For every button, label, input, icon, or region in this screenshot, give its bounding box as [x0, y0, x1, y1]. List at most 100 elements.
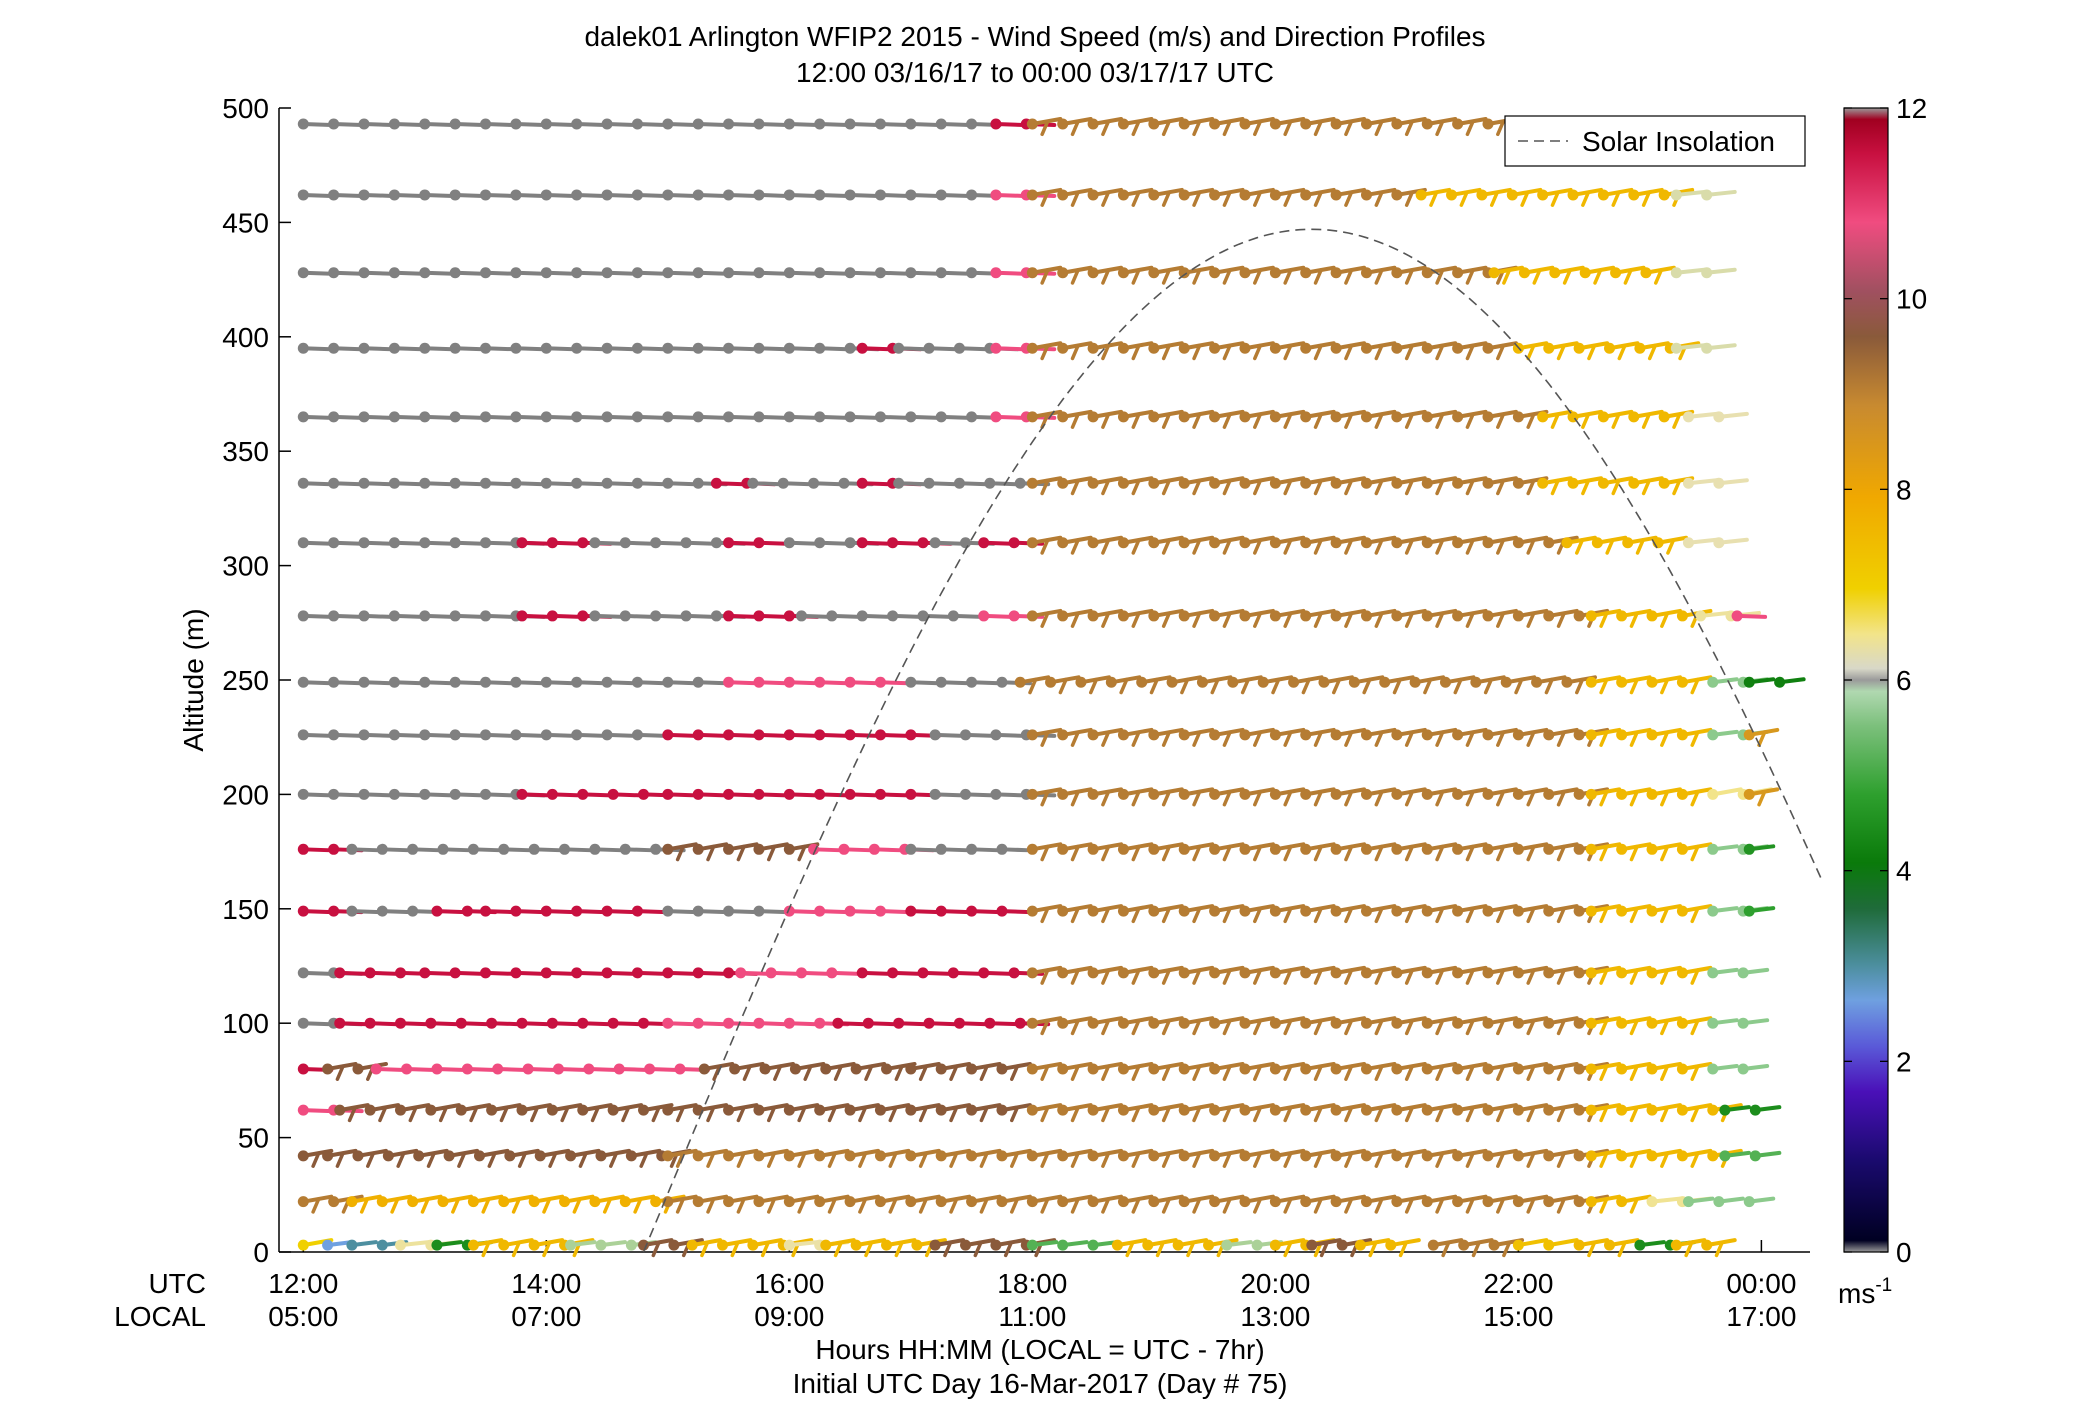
wind-barb-point [753, 118, 765, 130]
wind-barb-point [1087, 411, 1099, 423]
wind-barb-point [1512, 788, 1524, 800]
wind-barb-flag [1660, 906, 1670, 924]
wind-barb-point [935, 1150, 947, 1162]
x-tick-label-utc: 22:00 [1483, 1268, 1553, 1299]
wind-barb-point [1269, 1017, 1281, 1029]
wind-barb-point [1178, 537, 1190, 549]
wind-barb-flag [1660, 968, 1670, 985]
wind-barb-point [1737, 1063, 1749, 1075]
wind-barb-point [935, 118, 947, 130]
wind-barb-point [407, 905, 419, 917]
wind-barb-flag [1526, 730, 1536, 747]
wind-barb-point [328, 477, 340, 489]
wind-barb-point [1360, 189, 1372, 201]
wind-barb-flag [1313, 844, 1323, 862]
x-tick-label-utc: 14:00 [511, 1268, 581, 1299]
wind-barb-flag [1550, 478, 1560, 496]
wind-barb-point [601, 342, 613, 354]
wind-barb-point [601, 676, 613, 688]
wind-barb-point [1701, 1239, 1713, 1251]
wind-barb-point [1026, 1063, 1038, 1075]
wind-barb-flag [1283, 478, 1293, 496]
wind-barb-point [1452, 1196, 1464, 1208]
wind-barb-flag [1690, 1064, 1700, 1081]
wind-barb-point [1300, 189, 1312, 201]
wind-barb-flag [1520, 190, 1530, 207]
colorbar-tick-label: 12 [1896, 93, 1927, 124]
wind-barb-point [1014, 477, 1026, 489]
wind-barb-flag [1617, 1240, 1627, 1258]
wind-barb-flag [1374, 119, 1384, 137]
wind-barb-point [990, 189, 1002, 201]
wind-barb-point [783, 788, 795, 800]
wind-barb-point [808, 477, 820, 489]
wind-barb-point [328, 537, 340, 549]
wind-barb-flag [1222, 906, 1232, 924]
wind-barb-point [783, 537, 795, 549]
wind-barb-flag [1404, 844, 1415, 862]
wind-barb-point [1391, 1017, 1403, 1029]
wind-barb-flag [1660, 1151, 1670, 1168]
wind-barb-point [917, 967, 929, 979]
wind-barb-point [297, 843, 309, 855]
wind-barb-point [856, 537, 868, 549]
wind-barb-point [577, 1017, 589, 1029]
wind-barb-point [753, 610, 765, 622]
wind-barb-point [583, 1063, 595, 1075]
wind-barb-point [1300, 905, 1312, 917]
wind-barb-flag [1070, 968, 1080, 985]
wind-barb-point [1148, 1196, 1160, 1208]
wind-barb-point [601, 118, 613, 130]
wind-barb-point [1616, 676, 1628, 688]
wind-barb-point [419, 118, 431, 130]
wind-barb-point [1239, 1017, 1251, 1029]
wind-barb-point [935, 189, 947, 201]
wind-barb-point [328, 676, 340, 688]
wind-barb-point [1427, 1239, 1439, 1251]
wind-barb-point [334, 1104, 346, 1116]
wind-barb-point [1640, 267, 1652, 279]
wind-barb-flag [1058, 677, 1068, 695]
wind-barb-flag [1599, 1064, 1609, 1081]
wind-barb-point [516, 537, 528, 549]
wind-barb-flag [1222, 968, 1232, 985]
wind-barb-flag [469, 1105, 479, 1123]
wind-barb-point [905, 905, 917, 917]
wind-barb-point [419, 267, 431, 279]
wind-barb-flag [1641, 412, 1651, 429]
wind-barb-point [856, 610, 868, 622]
wind-barb-point [1203, 1239, 1215, 1251]
wind-barb-flag [1556, 968, 1566, 985]
wind-barb-flag [1344, 1197, 1354, 1214]
legend: Solar Insolation [1504, 115, 1806, 167]
wind-barb-point [662, 905, 674, 917]
wind-barb-point [838, 843, 850, 855]
wind-barb-point [638, 1239, 650, 1251]
wind-barb-point [783, 1196, 795, 1208]
wind-barb-point [328, 267, 340, 279]
wind-barb-point [844, 118, 856, 130]
wind-barb-flag [1556, 789, 1566, 807]
wind-barb-point [662, 342, 674, 354]
wind-barb-flag [481, 1240, 491, 1258]
wind-barb-point [692, 676, 704, 688]
wind-barb-point [437, 1196, 449, 1208]
wind-barb-point [1209, 411, 1221, 423]
wind-barb-flag [1435, 844, 1445, 862]
wind-barb-flag [1404, 412, 1415, 429]
wind-barb-flag [1253, 1018, 1263, 1036]
wind-barb-flag [1556, 343, 1566, 361]
wind-barb-flag [1313, 119, 1323, 137]
wind-barb-point [1512, 1063, 1524, 1075]
wind-barb-flag [1283, 268, 1293, 285]
colorbar-tick-label: 6 [1896, 665, 1912, 696]
wind-barb-point [1682, 537, 1694, 549]
wind-barb-point [607, 1017, 619, 1029]
wind-barb-point [1452, 1063, 1464, 1075]
wind-barb-flag [1192, 343, 1202, 361]
wind-barb-flag [1101, 1018, 1111, 1036]
wind-barb-point [966, 1150, 978, 1162]
wind-barb-point [1512, 537, 1524, 549]
wind-barb-flag [1161, 412, 1172, 429]
wind-barb-point [467, 843, 479, 855]
